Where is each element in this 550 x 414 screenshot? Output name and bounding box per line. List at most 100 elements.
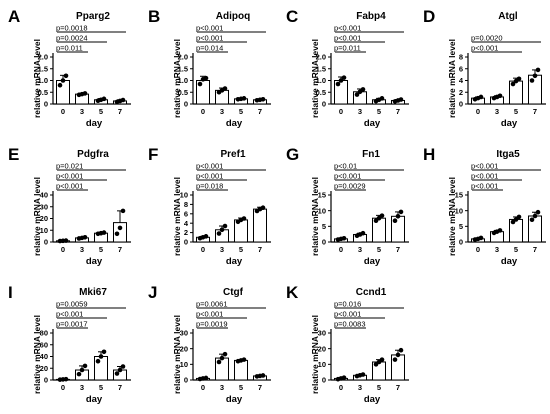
x-tick-label: 0 — [476, 245, 480, 254]
y-axis-label: relative mRNA level — [310, 315, 320, 394]
y-tick-label: 20 — [40, 364, 48, 373]
p-value-label: p<0.001 — [334, 172, 361, 181]
y-tick-label: 10 — [40, 226, 48, 235]
x-tick-label: 0 — [201, 245, 205, 254]
data-point — [60, 78, 66, 83]
data-point — [219, 227, 225, 233]
panel-title: Atgl — [498, 11, 518, 22]
p-value-label: p<0.001 — [471, 182, 498, 191]
x-tick-label: 5 — [377, 383, 381, 392]
panel-letter: B — [148, 7, 160, 26]
data-point — [379, 357, 385, 362]
panel-title: Itga5 — [496, 149, 520, 160]
y-tick-label: 1.5 — [38, 64, 48, 73]
data-point — [101, 96, 107, 102]
data-point — [63, 73, 69, 79]
data-point — [529, 217, 535, 223]
p-value-label: p=0.016 — [334, 300, 361, 309]
data-point — [241, 216, 247, 221]
y-axis-label: relative mRNA level — [32, 39, 42, 118]
x-tick-label: 5 — [377, 245, 381, 254]
y-tick-label: 6 — [459, 64, 463, 73]
y-tick-label: 20 — [180, 344, 188, 353]
data-point — [101, 349, 107, 355]
y-tick-label: 6 — [184, 209, 188, 218]
y-axis-label: relative mRNA level — [310, 39, 320, 118]
data-point — [82, 91, 88, 96]
data-point — [114, 371, 120, 376]
p-value-label: p=0.0018 — [56, 24, 88, 33]
panel-title: Adipoq — [216, 11, 250, 22]
x-tick-label: 7 — [118, 245, 122, 254]
x-tick-label: 7 — [533, 107, 537, 116]
y-tick-label: 0.5 — [316, 88, 326, 97]
y-tick-label: 5 — [459, 222, 463, 231]
y-tick-label: 40 — [40, 191, 48, 200]
y-tick-label: 10 — [455, 206, 463, 215]
data-point — [395, 352, 401, 358]
y-tick-label: 5 — [322, 222, 326, 231]
panel-letter: J — [148, 283, 157, 302]
data-point — [516, 214, 522, 220]
bar — [234, 359, 248, 381]
data-point — [395, 214, 401, 219]
panel-letter: K — [286, 283, 299, 302]
p-value-label: p<0.001 — [471, 162, 498, 171]
data-point — [222, 223, 228, 229]
x-tick-label: 3 — [80, 383, 84, 392]
x-tick-label: 5 — [99, 245, 103, 254]
p-value-label: p<0.001 — [196, 162, 223, 171]
x-tick-label: 0 — [476, 107, 480, 116]
y-tick-label: 0 — [44, 238, 48, 247]
data-point — [101, 230, 107, 235]
x-tick-label: 3 — [220, 245, 224, 254]
data-point — [219, 355, 225, 361]
x-tick-label: 7 — [258, 107, 262, 116]
p-value-label: p=0.0024 — [56, 34, 88, 43]
p-value-label: p=0.0017 — [56, 320, 88, 329]
data-point — [82, 363, 88, 369]
p-value-label: p=0.0061 — [196, 300, 228, 309]
y-tick-label: 8 — [459, 53, 463, 62]
data-point — [260, 205, 266, 210]
x-tick-label: 0 — [201, 383, 205, 392]
data-point — [341, 235, 347, 241]
data-point — [341, 75, 347, 80]
panel-letter: G — [286, 145, 299, 164]
data-point — [260, 373, 266, 378]
x-axis-label: day — [86, 394, 103, 405]
x-tick-label: 7 — [258, 245, 262, 254]
p-value-label: p<0.001 — [334, 34, 361, 43]
data-point — [57, 82, 63, 88]
y-tick-label: 1.0 — [178, 76, 188, 85]
data-point — [79, 367, 85, 373]
p-value-label: p<0.001 — [471, 172, 498, 181]
y-tick-label: 0 — [459, 238, 463, 247]
y-axis-label: relative mRNA level — [172, 315, 182, 394]
p-value-label: p=0.0019 — [196, 320, 228, 329]
y-tick-label: 60 — [40, 340, 48, 349]
x-axis-label: day — [501, 256, 518, 267]
data-point — [98, 354, 104, 359]
p-value-label: p<0.001 — [56, 310, 83, 319]
y-tick-label: 20 — [40, 214, 48, 223]
x-tick-label: 0 — [339, 383, 343, 392]
y-tick-label: 8 — [184, 200, 188, 209]
y-tick-label: 30 — [180, 329, 188, 338]
y-axis-label: relative mRNA level — [32, 177, 42, 256]
panel-letter: C — [286, 7, 298, 26]
data-point — [478, 235, 484, 241]
data-point — [82, 235, 88, 240]
bar — [253, 208, 267, 243]
x-axis-label: day — [226, 256, 243, 267]
data-point — [392, 218, 398, 223]
x-tick-label: 5 — [239, 245, 243, 254]
y-tick-label: 0 — [322, 100, 326, 109]
data-point — [516, 76, 522, 82]
x-tick-label: 3 — [80, 107, 84, 116]
p-value-label: p=0.018 — [196, 182, 223, 191]
